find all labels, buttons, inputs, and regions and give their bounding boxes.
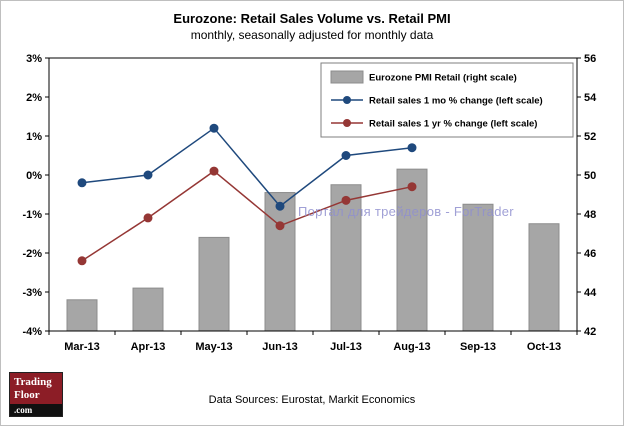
- series-marker: [77, 256, 87, 266]
- left-axis-label: -2%: [22, 248, 42, 260]
- pmi-bar: [66, 299, 98, 332]
- x-axis-label: Oct-13: [527, 341, 561, 353]
- pmi-bar: [396, 168, 428, 332]
- series-marker: [341, 195, 351, 205]
- chart-subtitle: monthly, seasonally adjusted for monthly…: [190, 28, 434, 42]
- left-axis-label: 0%: [26, 170, 42, 182]
- x-axis-label: Sep-13: [460, 341, 496, 353]
- right-axis-label: 54: [584, 92, 597, 104]
- pmi-bar: [132, 287, 164, 332]
- legend-label: Retail sales 1 mo % change (left scale): [369, 96, 543, 107]
- right-axis-label: 46: [584, 248, 596, 260]
- x-axis-label: Apr-13: [131, 341, 166, 353]
- left-axis-label: -4%: [22, 326, 42, 338]
- left-axis-label: 2%: [26, 92, 42, 104]
- series-marker: [341, 151, 351, 160]
- x-axis-label: Jul-13: [330, 341, 362, 353]
- logo-wordmark: Trading Floor: [10, 373, 62, 405]
- pmi-bar: [198, 236, 230, 332]
- x-axis-label: Jun-13: [262, 341, 297, 353]
- pmi-bar: [528, 223, 560, 332]
- series-marker: [407, 182, 417, 192]
- watermark-text: Портал для трейдеров - ForTrader: [298, 204, 514, 219]
- series-line: [81, 170, 413, 262]
- pmi-bar: [462, 203, 494, 332]
- series-marker: [143, 213, 153, 223]
- left-axis-label: 3%: [26, 53, 42, 65]
- series-line: [81, 127, 413, 208]
- x-axis-label: Mar-13: [64, 341, 99, 353]
- right-axis-label: 48: [584, 209, 596, 221]
- legend-swatch-marker: [343, 119, 351, 127]
- x-axis-label: May-13: [195, 341, 232, 353]
- legend-swatch-bar: [330, 70, 364, 84]
- x-axis-label: Aug-13: [393, 341, 430, 353]
- legend-label: Eurozone PMI Retail (right scale): [369, 73, 517, 84]
- pmi-bar: [264, 192, 296, 332]
- series-marker: [209, 123, 219, 133]
- series-marker: [143, 170, 153, 180]
- right-axis-label: 42: [584, 326, 596, 338]
- right-axis-label: 56: [584, 53, 596, 65]
- series-marker: [209, 166, 219, 176]
- logo-line2: Floor: [14, 388, 40, 401]
- series-marker: [407, 143, 417, 153]
- tradingfloor-logo: Trading Floor .com: [9, 372, 63, 418]
- series-marker: [77, 178, 87, 188]
- logo-line1: Trading: [14, 376, 52, 388]
- right-axis-label: 50: [584, 170, 596, 182]
- series-marker: [275, 221, 285, 231]
- left-axis-label: -1%: [22, 209, 42, 221]
- legend-swatch-marker: [343, 96, 351, 104]
- chart-title: Eurozone: Retail Sales Volume vs. Retail…: [173, 11, 451, 26]
- right-axis-label: 52: [584, 131, 596, 143]
- right-axis-label: 44: [584, 287, 597, 299]
- legend-label: Retail sales 1 yr % change (left scale): [369, 119, 537, 130]
- series-marker: [275, 201, 285, 211]
- logo-domain: .com: [10, 404, 62, 417]
- left-axis-label: 1%: [26, 131, 42, 143]
- data-source-note: Data Sources: Eurostat, Markit Economics: [208, 394, 416, 406]
- left-axis-label: -3%: [22, 287, 42, 299]
